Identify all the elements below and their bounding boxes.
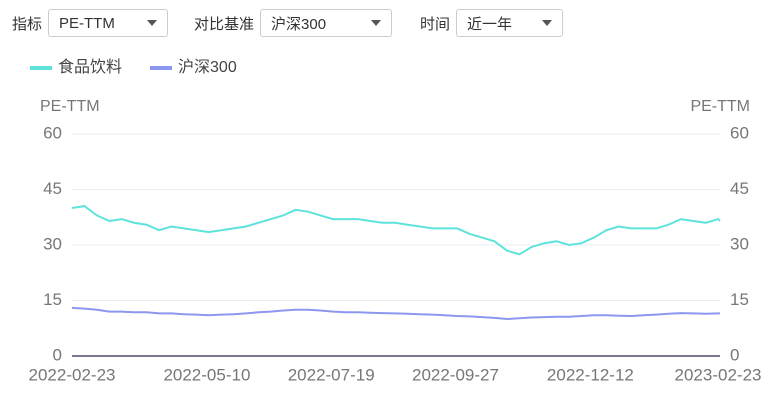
y2-tick-label: 60 [730, 123, 749, 142]
x-tick-label: 2022-07-19 [288, 365, 375, 384]
dropdown-arrow [147, 20, 158, 26]
legend-label: 沪深300 [178, 58, 237, 76]
legend-label: 食品饮料 [58, 58, 122, 76]
y-tick-label: 0 [53, 345, 62, 364]
control: 指标 PE-TTM [12, 8, 169, 38]
y2-tick-label: 15 [730, 290, 749, 309]
control: 对比基准 沪深300 [194, 8, 393, 38]
x-tick-label: 2022-12-12 [547, 365, 634, 384]
y-tick-label: 45 [43, 179, 62, 198]
y2-tick-label: 30 [730, 234, 749, 253]
y-tick-label: 60 [43, 123, 62, 142]
y-axis-label: PE-TTM [40, 98, 100, 115]
dropdown[interactable]: 沪深300 [260, 9, 393, 37]
control-label: 对比基准 [194, 15, 255, 33]
dropdown-value: PE-TTM [59, 14, 115, 32]
x-tick-label: 2022-09-27 [412, 365, 499, 384]
x-tick-label: 2022-02-23 [29, 365, 116, 384]
y2-tick-label: 45 [730, 179, 749, 198]
control-label: 指标 [12, 15, 43, 33]
control-label: 时间 [420, 15, 451, 33]
control: 时间 近一年 [420, 8, 564, 38]
y-tick-label: 30 [43, 234, 62, 253]
dropdown-value: 沪深300 [271, 15, 327, 33]
dropdown[interactable]: PE-TTM [48, 9, 169, 37]
y2-tick-label: 0 [730, 345, 739, 364]
dropdown-arrow [371, 20, 382, 26]
y-tick-label: 15 [43, 290, 62, 309]
x-tick-label: 2023-02-23 [675, 365, 762, 384]
series-line [71, 306, 720, 321]
x-tick-label: 2022-05-10 [163, 365, 250, 384]
dropdown[interactable]: 近一年 [456, 9, 564, 37]
dropdown-arrow [542, 20, 553, 26]
dropdown-value: 近一年 [467, 15, 513, 33]
y2-axis-label: PE-TTM [690, 98, 750, 115]
series-line [71, 205, 721, 256]
